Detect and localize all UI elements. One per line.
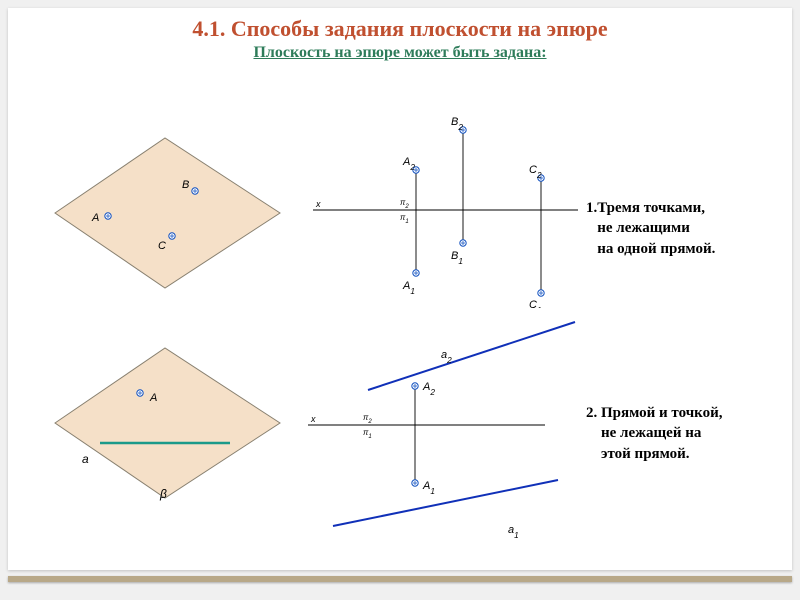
epure-1: x π2 π1 A2 A1 B2 B1 C2 C1 <box>308 108 588 308</box>
svg-text:A1: A1 <box>422 480 435 496</box>
slide-subtitle: Плоскость на эпюре может быть задана: <box>8 44 792 62</box>
svg-text:C2: C2 <box>529 164 542 180</box>
svg-text:a: a <box>82 452 89 466</box>
svg-text:B1: B1 <box>451 250 463 266</box>
rhombus-1: A B C <box>30 128 300 298</box>
svg-text:β: β <box>159 487 167 501</box>
svg-text:π2: π2 <box>400 198 409 210</box>
bottom-band <box>8 576 792 582</box>
svg-text:π1: π1 <box>400 213 409 225</box>
svg-text:a1: a1 <box>508 524 519 540</box>
svg-text:C: C <box>158 240 166 252</box>
svg-text:a2: a2 <box>441 349 452 365</box>
svg-text:B: B <box>182 179 189 191</box>
svg-text:π1: π1 <box>363 428 372 440</box>
svg-text:C1: C1 <box>529 299 542 308</box>
svg-text:B2: B2 <box>451 116 463 132</box>
epure-2: x π2 π1 A2 A1 a2 a1 <box>303 328 593 553</box>
rhombus-2: Aa β <box>30 338 300 508</box>
svg-text:A2: A2 <box>402 156 415 172</box>
svg-text:A2: A2 <box>422 381 435 397</box>
svg-text:π2: π2 <box>363 413 372 425</box>
desc-1: 1.Тремя точками, не лежащими на одной пр… <box>586 198 715 259</box>
svg-text:x: x <box>315 199 321 209</box>
svg-text:A1: A1 <box>402 280 415 296</box>
svg-text:x: x <box>310 414 316 424</box>
slide-title: 4.1. Способы задания плоскости на эпюре <box>8 8 792 44</box>
slide: 4.1. Способы задания плоскости на эпюре … <box>8 8 792 570</box>
svg-text:A: A <box>91 212 99 224</box>
svg-text:A: A <box>149 392 157 404</box>
desc-2: 2. Прямой и точкой, не лежащей на этой п… <box>586 403 723 464</box>
